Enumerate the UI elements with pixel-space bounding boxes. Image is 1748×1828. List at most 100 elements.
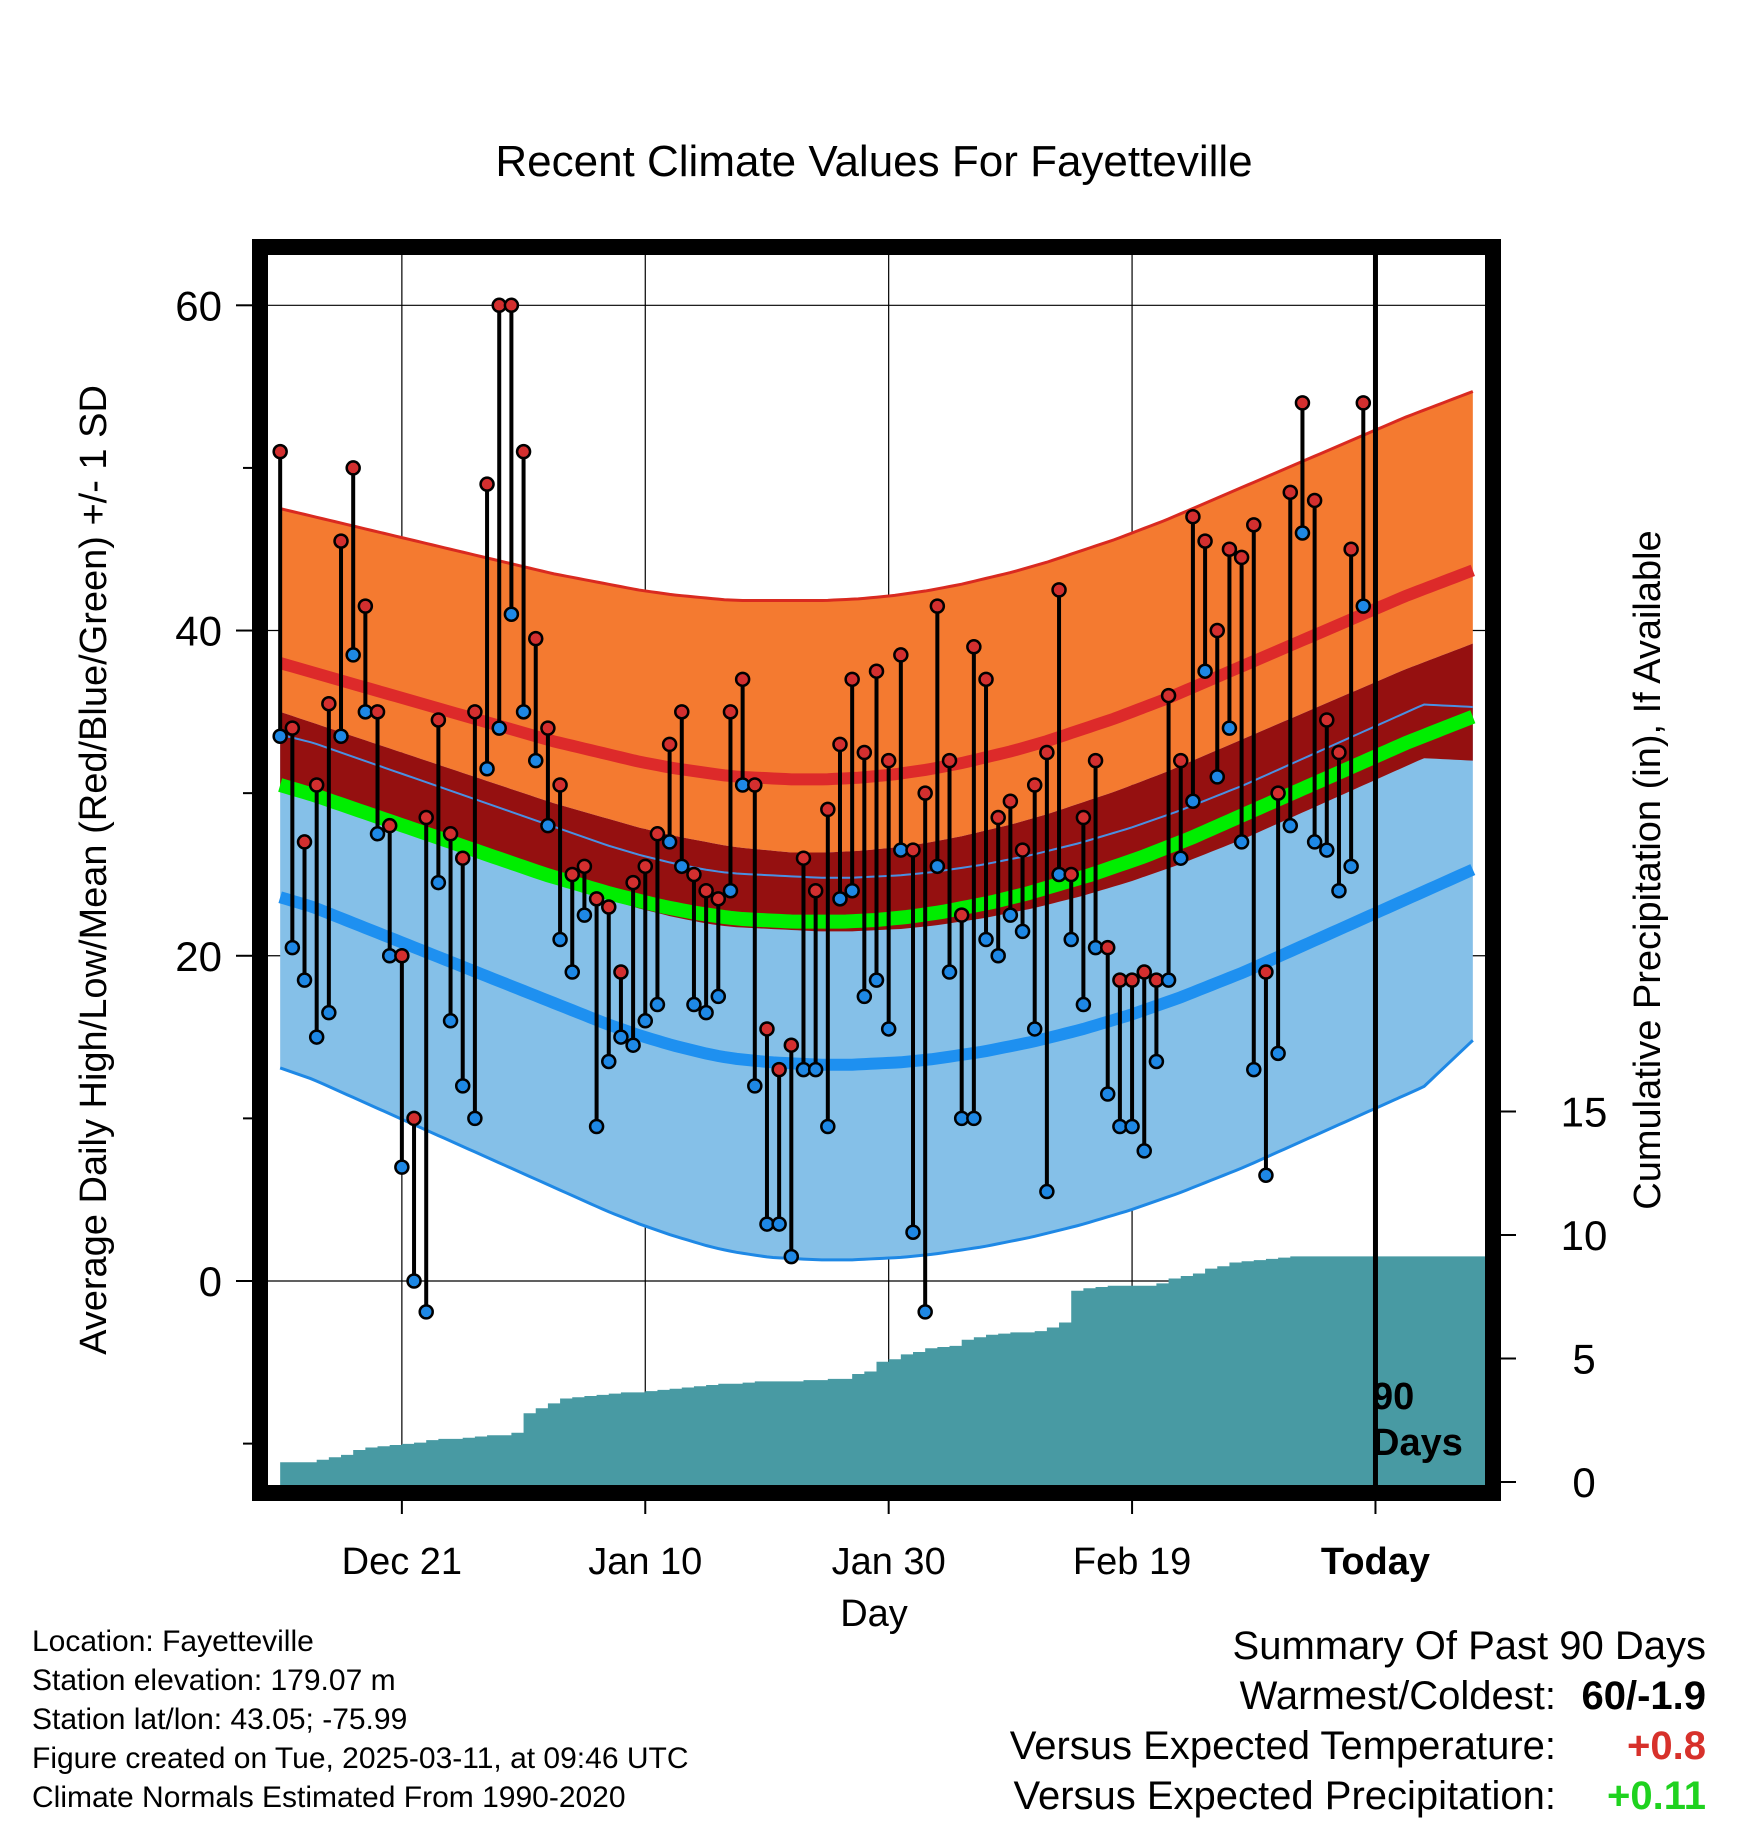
daily-high-point bbox=[1270, 785, 1286, 801]
daily-low-point bbox=[1319, 842, 1335, 858]
daily-low-point bbox=[1075, 996, 1092, 1013]
daily-high-point bbox=[1258, 964, 1274, 980]
daily-high-point bbox=[856, 744, 873, 761]
daily-high-point bbox=[1124, 972, 1140, 988]
daily-low-point bbox=[1233, 834, 1250, 850]
daily-high-point bbox=[710, 891, 727, 907]
daily-low-point bbox=[1197, 663, 1213, 679]
daily-high-point bbox=[357, 598, 374, 614]
daily-low-point bbox=[747, 1078, 763, 1094]
daily-low-point bbox=[1221, 720, 1238, 736]
daily-low-point bbox=[1331, 882, 1347, 899]
daily-high-point bbox=[540, 720, 556, 736]
daily-high-point bbox=[1063, 866, 1079, 883]
daily-low-point bbox=[649, 996, 666, 1013]
x-tick-label: Jan 10 bbox=[588, 1541, 702, 1583]
precipitation-layer bbox=[280, 1256, 1485, 1485]
temp-label: Versus Expected Temperature: bbox=[1009, 1724, 1556, 1768]
y2-axis-ticks: 0 5 10 15 bbox=[1500, 1089, 1608, 1506]
daily-low-point bbox=[491, 720, 507, 736]
daily-high-point bbox=[406, 1110, 422, 1127]
daily-high-point bbox=[1246, 517, 1262, 533]
daily-high-point bbox=[479, 476, 495, 492]
daily-high-point bbox=[966, 639, 982, 655]
daily-low-point bbox=[272, 728, 288, 744]
daily-high-point bbox=[1099, 939, 1116, 956]
daily-high-point bbox=[321, 695, 337, 712]
warm-cold-label: Warmest/Coldest: bbox=[1239, 1674, 1556, 1718]
daily-range-bars bbox=[278, 305, 1366, 1312]
daily-low-point bbox=[1246, 1061, 1262, 1078]
daily-high-point bbox=[649, 826, 666, 842]
daily-low-point bbox=[613, 1029, 629, 1045]
daily-low-point bbox=[637, 1013, 654, 1029]
daily-high-point bbox=[296, 834, 313, 850]
daily-high-point bbox=[990, 809, 1006, 826]
daily-low-point bbox=[807, 1061, 824, 1078]
daily-high-point bbox=[442, 826, 459, 842]
daily-high-point bbox=[308, 777, 325, 793]
daily-low-point bbox=[661, 834, 678, 850]
today-marker-label-2: Days bbox=[1372, 1422, 1463, 1464]
daily-low-point bbox=[1002, 907, 1019, 923]
daily-low-point bbox=[394, 1159, 410, 1175]
daily-high-point bbox=[698, 882, 714, 899]
daily-high-point bbox=[454, 850, 471, 866]
daily-high-point bbox=[795, 850, 812, 866]
daily-high-point bbox=[1343, 541, 1359, 557]
daily-high-point bbox=[576, 858, 593, 875]
daily-high-point bbox=[674, 704, 690, 720]
y-tick-label: 40 bbox=[175, 608, 222, 655]
daily-high-point bbox=[1209, 622, 1226, 639]
daily-high-point bbox=[844, 671, 860, 688]
x-tick-label: Today bbox=[1321, 1541, 1430, 1583]
daily-low-point bbox=[308, 1029, 325, 1045]
temp-value: +0.8 bbox=[1627, 1724, 1706, 1768]
daily-high-point bbox=[1282, 484, 1299, 501]
daily-high-point bbox=[1002, 793, 1019, 810]
daily-low-point bbox=[418, 1304, 434, 1320]
daily-high-point bbox=[686, 866, 702, 883]
daily-low-point bbox=[698, 1004, 714, 1021]
daily-low-point bbox=[722, 882, 739, 899]
daily-high-point bbox=[917, 785, 933, 801]
summary-panel: Summary Of Past 90 Days Warmest/Coldest:… bbox=[1010, 1624, 1706, 1824]
daily-high-point bbox=[418, 809, 434, 826]
latlon-text: Station lat/lon: 43.05; -75.99 bbox=[32, 1703, 408, 1736]
daily-high-point bbox=[783, 1037, 800, 1053]
daily-high-point bbox=[929, 598, 946, 614]
daily-high-point bbox=[905, 842, 921, 858]
daily-low-point bbox=[1185, 793, 1201, 810]
normals-text: Climate Normals Estimated From 1990-2020 bbox=[32, 1781, 626, 1814]
daily-low-point bbox=[503, 606, 520, 623]
daily-high-point bbox=[381, 817, 398, 834]
daily-low-point bbox=[1355, 598, 1372, 614]
daily-high-point bbox=[1319, 712, 1335, 728]
daily-high-point bbox=[1185, 508, 1201, 525]
station-info: Location: Fayetteville Station elevation… bbox=[32, 1622, 689, 1817]
daily-high-point bbox=[734, 671, 751, 688]
today-marker-label-1: 90 bbox=[1372, 1376, 1414, 1418]
high-sd-band-edge bbox=[279, 390, 1474, 602]
daily-low-point bbox=[1039, 1183, 1055, 1200]
y-tick-label: 20 bbox=[175, 933, 222, 980]
daily-low-point bbox=[369, 826, 386, 842]
daily-high-point bbox=[832, 736, 848, 753]
daily-high-point bbox=[625, 874, 641, 891]
daily-low-point bbox=[1099, 1086, 1116, 1102]
daily-high-point bbox=[503, 297, 520, 314]
daily-low-point bbox=[1258, 1167, 1274, 1184]
daily-high-point bbox=[1136, 964, 1152, 980]
daily-high-point bbox=[345, 460, 361, 476]
y2-tick-label: 15 bbox=[1561, 1089, 1608, 1136]
daily-high-point bbox=[893, 647, 909, 663]
summary-title-text: Summary Of Past 90 Days bbox=[1232, 1624, 1706, 1668]
daily-low-point bbox=[868, 972, 885, 988]
daily-low-point bbox=[588, 1118, 605, 1135]
summary-precip: Versus Expected Precipitation: +0.11 bbox=[1010, 1774, 1706, 1824]
daily-high-point bbox=[759, 1021, 775, 1037]
daily-low-point bbox=[1294, 525, 1311, 541]
daily-high-point bbox=[1039, 744, 1055, 761]
daily-high-point bbox=[564, 866, 580, 883]
daily-high-point bbox=[527, 630, 544, 647]
